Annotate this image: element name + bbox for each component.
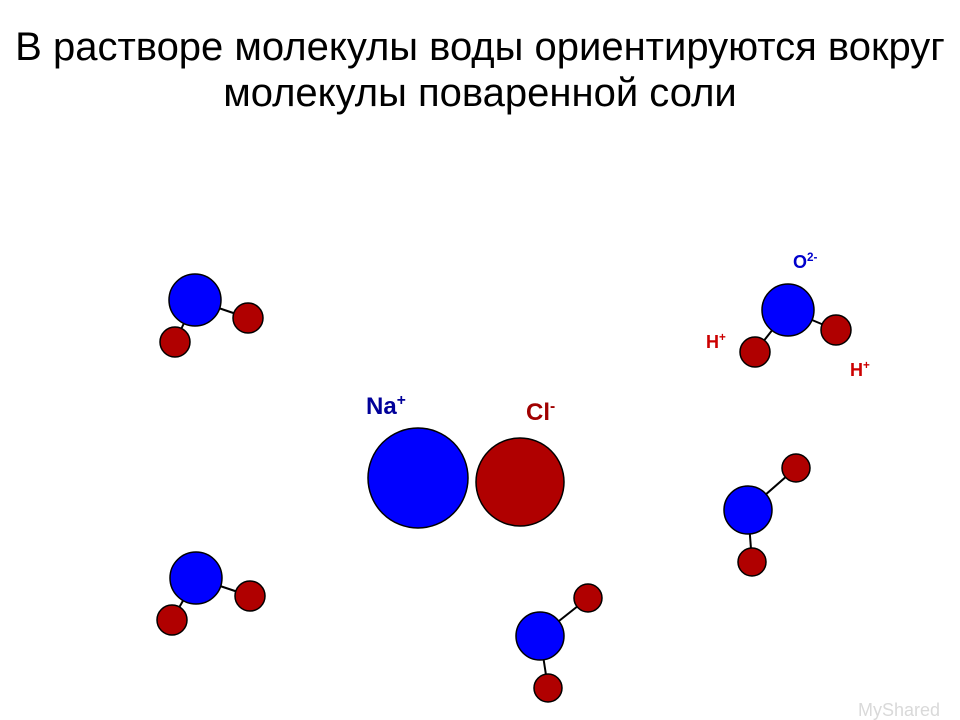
w-top-right-labeled [740, 284, 851, 367]
hydrogen-label-2: H+ [850, 360, 870, 381]
slide-title: В растворе молекулы воды ориентируются в… [0, 24, 960, 116]
w-top-left [160, 274, 263, 357]
hydrogen-label-1: H+ [706, 332, 726, 353]
na-ion-label: Na+ [366, 393, 406, 421]
w-bottom-left [157, 552, 265, 635]
cl-ion-label: Cl- [526, 399, 555, 427]
w-bottom-center [516, 584, 602, 702]
na-ion [368, 428, 468, 528]
watermark: MyShared [858, 700, 940, 720]
oxygen-label: O2- [793, 252, 817, 273]
cl-ion [476, 438, 564, 526]
w-right-mid [724, 454, 810, 576]
